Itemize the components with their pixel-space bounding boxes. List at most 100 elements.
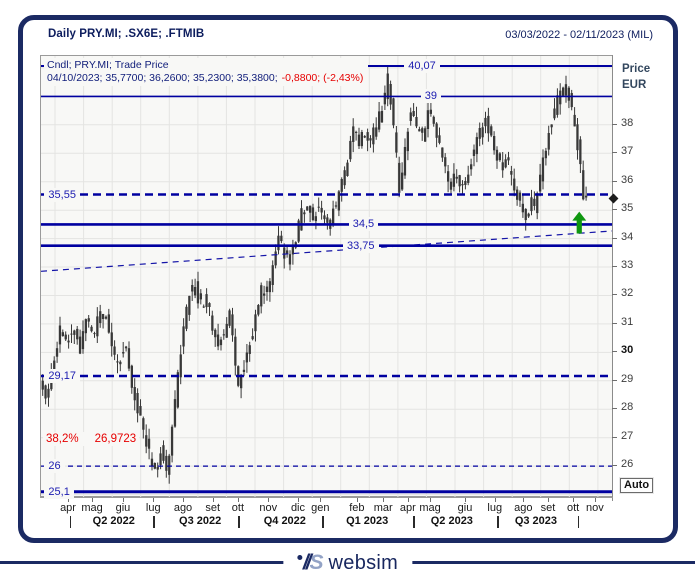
price-tick (612, 465, 617, 467)
month-tick (320, 498, 322, 502)
price-tick (612, 237, 617, 239)
month-label: giu (115, 502, 131, 514)
month-tick (356, 498, 358, 502)
websim-brand-text: websim (328, 551, 399, 574)
trendline[interactable] (41, 230, 613, 272)
price-tick-label: 37 (621, 145, 634, 158)
price-tick (612, 123, 617, 125)
month-label: set (205, 502, 221, 514)
quarter-separator (412, 516, 415, 528)
candles-series[interactable] (41, 65, 588, 484)
month-tick (383, 498, 385, 502)
price-tick-label: 34 (621, 230, 634, 243)
price-tick-label: 32 (621, 287, 634, 300)
price-tick-label: 27 (621, 429, 634, 442)
price-tick (612, 436, 617, 438)
price-tick-label: 30 (621, 344, 634, 357)
price-tick (612, 266, 617, 268)
fib-retracement-label[interactable]: 38,2% 26,9723 (43, 431, 140, 446)
month-tick (183, 498, 184, 502)
level-label-3[interactable]: 34,5 (348, 217, 379, 232)
legend-ohlc: 04/10/2023; 35,7700; 36,2600; 35,2300; 3… (47, 72, 363, 84)
month-label: apr (399, 502, 416, 514)
price-tick (612, 351, 617, 353)
level-label-4[interactable]: 33,75 (343, 238, 379, 253)
month-label: lug (487, 502, 503, 514)
price-axis-unit-eur-label: EUR (622, 79, 647, 91)
quarter-label: Q3 2022 (179, 515, 222, 527)
month-label: set (540, 502, 556, 514)
month-tick (268, 498, 270, 502)
month-label: nov (585, 502, 604, 514)
price-tick-label: 38 (621, 116, 634, 129)
price-tick-label: 26 (621, 458, 634, 471)
month-label: ago (173, 502, 193, 514)
month-tick (430, 498, 432, 502)
price-tick (612, 209, 617, 211)
price-axis-spine (612, 55, 613, 501)
month-label: dic (290, 502, 305, 514)
month-label: mag (419, 502, 441, 514)
month-tick (594, 498, 596, 502)
time-axis-spine (40, 497, 613, 498)
legend-series: Cndl; PRY.MI; Trade Price (47, 59, 169, 71)
level-label-5[interactable]: 29,17 (44, 368, 80, 383)
price-axis[interactable]: Price EUR Auto 38 37 36 35 34 33 32 31 30 29 28 27 2… (612, 55, 674, 501)
legend-change: -0,8800; (-2,43%) (281, 72, 364, 84)
month-label: lug (145, 502, 161, 514)
legend-ohlc-values: 04/10/2023; 35,7700; 36,2600; 35,2300; 3… (47, 72, 278, 84)
month-tick (547, 498, 549, 502)
price-axis-unit-currency-label: Price (622, 63, 651, 75)
quarter-label: Q2 2023 (430, 515, 473, 527)
chart-legend: Cndl; PRY.MI; Trade Price 04/10/2023; 35… (44, 58, 369, 86)
month-label: mar (373, 502, 393, 514)
fib-value: 26,9723 (94, 432, 137, 445)
quarter-label: Q3 2023 (514, 515, 558, 527)
price-tick-label: 28 (621, 401, 634, 414)
quarter-separator (237, 516, 240, 528)
quarter-label: Q2 2022 (92, 515, 135, 527)
level-label-7[interactable]: 25,1 (44, 484, 74, 499)
price-tick (612, 379, 617, 381)
month-label: apr (60, 502, 76, 514)
month-label: feb (349, 502, 365, 514)
month-label: ott (231, 502, 245, 514)
quarter-separator (321, 516, 324, 528)
chart-svg (41, 56, 613, 498)
month-tick (573, 498, 575, 502)
level-label-2[interactable]: 35,55 (44, 187, 80, 202)
up-arrow-icon[interactable] (572, 211, 587, 234)
chart-canvas[interactable]: Cndl; PRY.MI; Trade Price 04/10/2023; 35… (40, 55, 613, 499)
date-range: 03/03/2022 - 02/11/2023 (MIL) (505, 29, 653, 41)
month-tick (464, 498, 466, 502)
level-label-1[interactable]: 39 (420, 89, 442, 104)
quarter-separator (69, 516, 72, 528)
month-tick (68, 498, 70, 502)
price-tick-label: 29 (621, 372, 634, 385)
quarter-separator (577, 516, 580, 528)
quarter-separator (153, 516, 155, 528)
month-tick (523, 498, 525, 502)
auto-scale-button[interactable]: Auto (618, 477, 655, 494)
month-label: nov (259, 502, 278, 514)
quarter-label: Q4 2022 (263, 515, 306, 527)
fib-pct: 38,2% (46, 432, 79, 445)
price-tick (612, 152, 617, 154)
quarter-separator (497, 516, 499, 528)
price-axis-unit: Price EUR (622, 61, 650, 93)
month-tick (494, 498, 496, 502)
month-label: ago (514, 502, 533, 514)
time-axis[interactable]: apr mag giu lug ago set ott nov dic gen feb mar apr m… (40, 497, 613, 533)
month-label: gen (311, 502, 330, 514)
level-label-6[interactable]: 26 (44, 459, 65, 474)
price-tick-label: 35 (621, 202, 634, 215)
month-tick (92, 498, 94, 502)
price-tick (612, 322, 617, 324)
level-label-0[interactable]: 40,07 (404, 58, 440, 73)
quarter-label: Q1 2023 (346, 515, 389, 527)
month-tick (407, 498, 409, 502)
price-tick (612, 180, 617, 182)
page-title: Daily PRY.MI; .SX6E; .FTMIB (48, 28, 205, 40)
month-label: ott (566, 502, 580, 514)
